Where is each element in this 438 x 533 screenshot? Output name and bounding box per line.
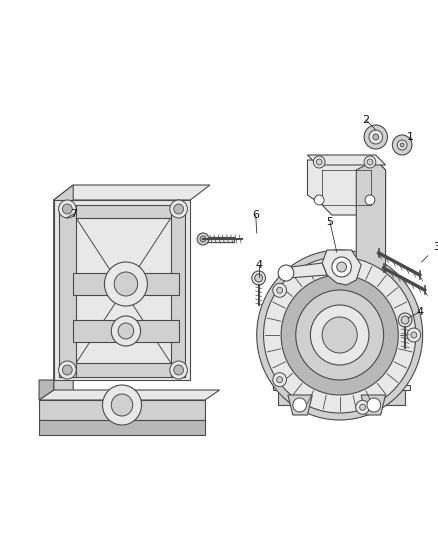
Circle shape (273, 373, 286, 386)
Circle shape (365, 195, 375, 205)
Polygon shape (73, 320, 179, 342)
Circle shape (356, 400, 369, 414)
Circle shape (411, 332, 417, 338)
Circle shape (364, 125, 388, 149)
Polygon shape (200, 237, 234, 242)
Polygon shape (39, 400, 205, 420)
Text: 3: 3 (433, 242, 438, 252)
Circle shape (407, 328, 420, 342)
Text: 4: 4 (416, 307, 423, 317)
Polygon shape (273, 385, 410, 390)
Circle shape (170, 200, 187, 218)
Polygon shape (59, 363, 185, 377)
Polygon shape (200, 237, 234, 242)
Circle shape (392, 135, 412, 155)
Text: 2: 2 (363, 115, 370, 125)
Polygon shape (283, 263, 327, 278)
Circle shape (104, 262, 148, 306)
Circle shape (170, 361, 187, 379)
Circle shape (257, 250, 423, 420)
Circle shape (311, 305, 369, 365)
Circle shape (313, 156, 325, 168)
Circle shape (367, 398, 381, 412)
Circle shape (174, 204, 184, 214)
Polygon shape (171, 205, 185, 377)
Circle shape (401, 316, 409, 324)
Circle shape (314, 195, 324, 205)
Circle shape (63, 365, 72, 375)
Circle shape (398, 313, 412, 327)
Circle shape (369, 130, 383, 144)
Polygon shape (39, 390, 219, 400)
Polygon shape (39, 380, 54, 400)
Polygon shape (59, 205, 185, 218)
Polygon shape (307, 320, 356, 340)
Circle shape (397, 140, 407, 150)
Circle shape (293, 398, 307, 412)
Polygon shape (288, 395, 312, 415)
Polygon shape (356, 160, 385, 340)
Circle shape (59, 361, 76, 379)
Circle shape (281, 275, 398, 395)
Circle shape (102, 385, 141, 425)
Circle shape (63, 204, 72, 214)
Polygon shape (39, 420, 205, 435)
Polygon shape (59, 205, 76, 377)
Text: 1: 1 (406, 132, 413, 142)
Circle shape (322, 317, 357, 353)
Circle shape (111, 316, 141, 346)
Polygon shape (54, 185, 73, 405)
Circle shape (174, 365, 184, 375)
Text: 4: 4 (255, 260, 262, 270)
Polygon shape (73, 273, 179, 295)
Circle shape (296, 290, 384, 380)
Circle shape (200, 236, 206, 242)
Polygon shape (307, 160, 385, 215)
Polygon shape (322, 250, 361, 285)
Circle shape (360, 404, 366, 410)
Circle shape (278, 265, 294, 281)
Circle shape (277, 377, 283, 383)
Circle shape (277, 287, 283, 293)
Circle shape (264, 257, 416, 413)
Circle shape (252, 271, 265, 285)
Circle shape (373, 134, 379, 140)
Circle shape (118, 323, 134, 339)
Circle shape (316, 159, 322, 165)
Polygon shape (54, 200, 191, 380)
Circle shape (367, 159, 373, 165)
Polygon shape (54, 185, 210, 200)
Circle shape (59, 200, 76, 218)
Text: 7: 7 (70, 209, 77, 219)
Polygon shape (307, 155, 385, 165)
Circle shape (364, 156, 376, 168)
Text: 5: 5 (326, 217, 333, 227)
Circle shape (255, 274, 262, 282)
Circle shape (273, 284, 286, 297)
Circle shape (337, 262, 346, 272)
Polygon shape (278, 390, 405, 405)
Circle shape (400, 143, 404, 147)
Circle shape (332, 257, 351, 277)
Polygon shape (361, 395, 385, 415)
Circle shape (111, 394, 133, 416)
Text: 6: 6 (252, 210, 259, 220)
Circle shape (114, 272, 138, 296)
Circle shape (197, 233, 209, 245)
